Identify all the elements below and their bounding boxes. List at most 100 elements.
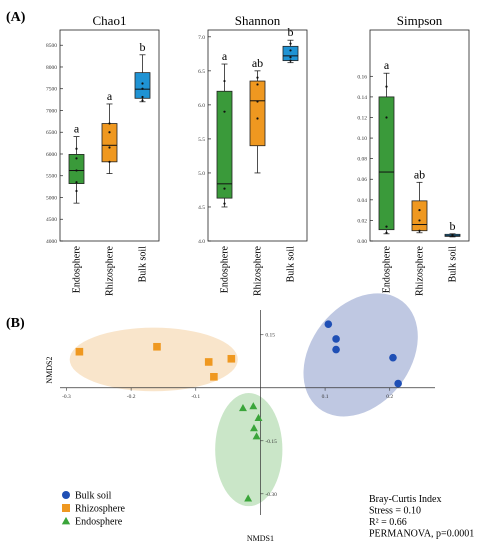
- y-tick-label: 6500: [46, 130, 57, 136]
- sample-point: [289, 42, 292, 45]
- stats-line: PERMANOVA, p=0.0001: [369, 529, 474, 540]
- sample-point: [385, 231, 388, 234]
- point-endosphere: [244, 494, 253, 502]
- x-tick-label: -0.3: [62, 394, 71, 400]
- point-bulk-soil: [332, 335, 340, 343]
- y-tick-label: 0.00: [357, 239, 367, 245]
- sample-point: [385, 225, 388, 228]
- box-rhizosphere: [101, 123, 118, 163]
- box-rhizosphere: [411, 200, 428, 232]
- sample-point: [256, 83, 259, 86]
- sample-point: [141, 82, 144, 85]
- stats-line: Stress = 0.10: [369, 506, 421, 517]
- significance-letter: a: [222, 49, 228, 63]
- significance-letter: ab: [252, 56, 263, 70]
- y-tick-label: 0.06: [357, 177, 367, 183]
- y-tick-label: 5.5: [198, 137, 205, 143]
- sample-point: [289, 56, 292, 59]
- sample-point: [418, 219, 421, 222]
- point-bulk-soil: [394, 379, 402, 388]
- point-endosphere: [249, 402, 258, 410]
- box-endosphere: [378, 96, 395, 231]
- sample-point: [256, 76, 259, 79]
- sample-point: [108, 131, 111, 134]
- ellipse-rhizosphere: [69, 327, 238, 392]
- sample-point: [385, 116, 388, 119]
- y-tick-label: 4.5: [198, 205, 205, 211]
- y-tick-label: 0.04: [357, 198, 367, 204]
- chart-title: Chao1: [93, 13, 127, 28]
- panel-a-label: (A): [6, 10, 26, 25]
- nmds-ordination-plot: -0.3 -0.2 -0.1 0.1 0.2 0.15 -0.15 -0.30 NMDS1 NMD…: [45, 293, 474, 543]
- panel-b-label: (B): [6, 316, 25, 331]
- y-tick-label: 4000: [46, 239, 57, 245]
- y-tick-label: -0.15: [265, 439, 277, 445]
- significance-letter: a: [384, 58, 390, 72]
- sample-point: [451, 233, 454, 236]
- stats-line: Bray-Curtis Index: [369, 494, 442, 505]
- legend-marker: [61, 516, 71, 525]
- point-endosphere: [254, 413, 263, 421]
- y-tick-label: 0.16: [357, 74, 367, 80]
- x-tick-label: 0.1: [322, 394, 329, 400]
- point-endosphere: [239, 403, 247, 412]
- sample-point: [418, 229, 421, 232]
- y-tick-label: 5500: [46, 174, 57, 180]
- simpson-boxplot: Simpson 0.00 0.02 0.04 0.06 0.08 0.10 0.12 0.14 0…: [357, 13, 470, 296]
- y-tick-label: 6.0: [198, 103, 205, 109]
- legend-marker: [62, 504, 70, 512]
- x-category-label: Endosphere: [72, 245, 83, 293]
- box-bulk-soil: [134, 72, 151, 99]
- sample-point: [75, 169, 78, 172]
- sample-point: [289, 49, 292, 52]
- y-tick-label: -0.30: [265, 492, 277, 498]
- point-bulk-soil: [389, 353, 397, 362]
- sample-point: [223, 79, 226, 83]
- y-tick-label: 0.10: [357, 136, 367, 142]
- box-endosphere: [216, 90, 233, 199]
- y-tick-label: 4.0: [198, 239, 205, 245]
- y-tick-label: 5.0: [198, 171, 205, 177]
- y-tick-label: 7.0: [198, 35, 205, 41]
- point-rhizosphere: [153, 342, 161, 351]
- x-category-label: Bulk soil: [448, 246, 459, 283]
- significance-letter: b: [288, 25, 294, 39]
- y-tick-label: 6.5: [198, 69, 205, 75]
- y-tick-label: 6000: [46, 152, 57, 158]
- sample-point: [289, 59, 292, 62]
- y-tick-label: 8000: [46, 65, 57, 71]
- y-tick-label: 7500: [46, 87, 57, 93]
- point-bulk-soil: [332, 345, 340, 354]
- significance-letter: b: [140, 40, 146, 54]
- chart-title: Simpson: [397, 13, 443, 28]
- sample-point: [223, 187, 226, 190]
- x-category-label: Bulk soil: [138, 246, 149, 283]
- y-tick-label: 5000: [46, 195, 57, 201]
- sample-point: [223, 110, 226, 113]
- box-bulk-soil: [282, 45, 299, 62]
- box-endosphere: [68, 154, 85, 184]
- sample-point: [75, 157, 78, 160]
- box-rhizosphere: [249, 80, 266, 147]
- legend-marker: [62, 491, 70, 499]
- plot-frame: [369, 29, 470, 242]
- y-tick-label: 0.02: [357, 218, 367, 224]
- point-rhizosphere: [227, 354, 236, 363]
- x-tick-label: -0.1: [191, 394, 200, 400]
- sample-point: [75, 181, 78, 184]
- x-category-label: Rhizosphere: [415, 245, 426, 296]
- significance-letter: a: [107, 89, 113, 103]
- sample-point: [141, 87, 144, 90]
- chao1-boxplot: Chao1 4000 4500 5000 5500 6000 6500 7000 7500 800…: [46, 13, 160, 296]
- sample-point: [108, 146, 111, 149]
- point-endosphere: [250, 424, 258, 432]
- y-axis-label: NMDS2: [45, 357, 54, 384]
- y-tick-label: 7000: [46, 108, 57, 114]
- point-rhizosphere: [210, 373, 218, 381]
- x-category-label: Endosphere: [220, 245, 231, 293]
- significance-letter: ab: [414, 167, 425, 181]
- plot-frame: [207, 29, 308, 242]
- y-tick-label: 0.15: [265, 333, 275, 339]
- significance-letter: a: [74, 122, 80, 136]
- sample-point: [223, 202, 226, 205]
